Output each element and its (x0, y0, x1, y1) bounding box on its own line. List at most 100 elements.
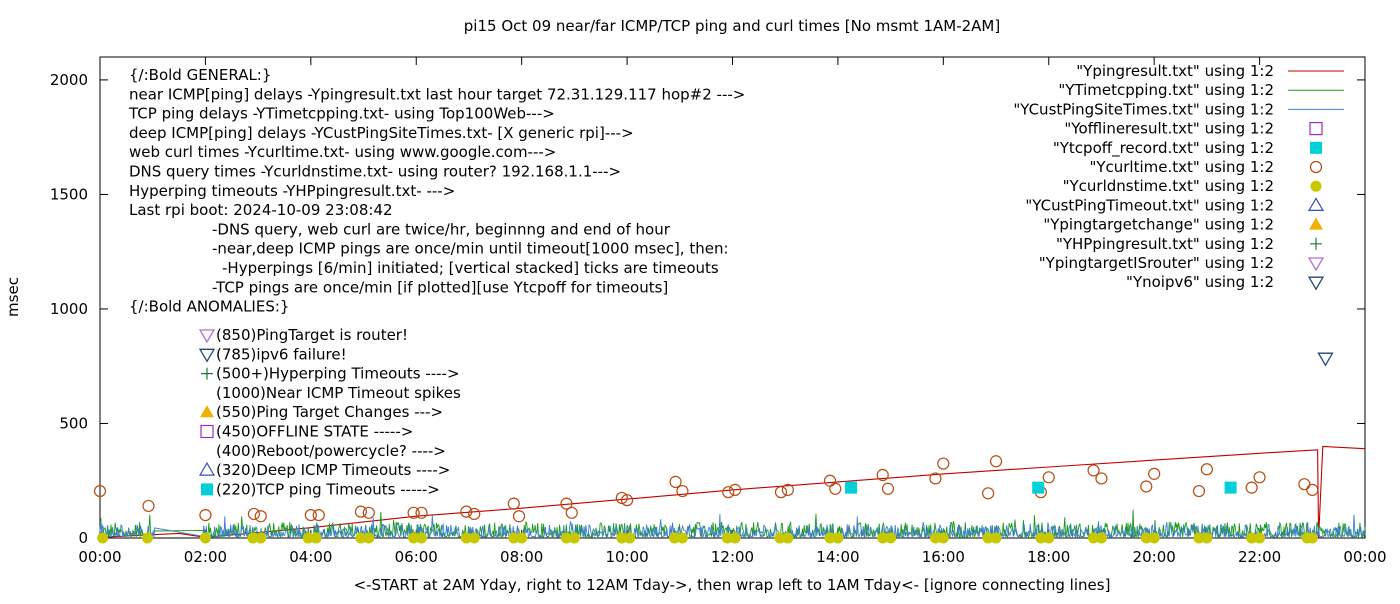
data-point-shape (302, 532, 314, 544)
annotation-line: DNS query times -Ycurldnstime.txt- using… (129, 163, 621, 181)
data-point (676, 484, 689, 498)
data-point-shape (1224, 481, 1237, 494)
annotation-line: {/:Bold GENERAL:} (129, 66, 271, 84)
annotation-line: -Hyperpings [6/min] initiated; [vertical… (222, 259, 719, 277)
data-point-shape (1088, 532, 1100, 544)
x-tick-label: 10:00 (605, 548, 648, 566)
legend-marker (1307, 276, 1325, 291)
data-point (254, 510, 267, 523)
data-point-shape (97, 532, 109, 544)
y-tick-label: 1500 (50, 185, 88, 203)
data-point (1035, 532, 1047, 544)
data-point-shape (729, 483, 742, 496)
y-tick-label: 1000 (50, 300, 88, 318)
data-point-shape (669, 532, 681, 544)
anomaly-marker (198, 461, 216, 476)
anomaly-label: (220)TCP ping Timeouts -----> (216, 480, 440, 498)
data-point-shape (468, 532, 480, 544)
legend-label: "Ynoipv6" using 1:2 (1126, 273, 1274, 291)
data-point (929, 472, 942, 485)
anomaly-marker-shape (201, 483, 213, 496)
data-point-shape (829, 482, 842, 495)
data-point (729, 483, 742, 496)
data-point (1043, 532, 1055, 544)
data-point (1200, 463, 1213, 476)
legend-label: "YHPpingresult.txt" using 1:2 (1056, 235, 1274, 253)
data-point (1095, 472, 1108, 485)
data-point (876, 468, 889, 482)
legend-marker (1307, 197, 1325, 211)
legend-marker-shape (1310, 180, 1322, 192)
legend-marker (1309, 121, 1323, 136)
data-point-shape (832, 532, 844, 544)
data-point (845, 481, 858, 494)
data-point-shape (1095, 532, 1107, 544)
legend-label: "Ytcpoff_record.txt" using 1:2 (1053, 139, 1274, 158)
x-tick-label: 14:00 (816, 548, 859, 566)
anomaly-label: (785)ipv6 failure! (216, 345, 347, 363)
data-point-shape (1148, 532, 1160, 544)
data-point-shape (568, 532, 580, 544)
data-point (669, 475, 682, 488)
data-point-shape (516, 532, 528, 544)
data-point (142, 499, 155, 513)
data-point-shape (729, 532, 741, 544)
data-point (722, 486, 735, 499)
legend-marker (1307, 257, 1325, 272)
data-point-shape (1140, 480, 1153, 493)
data-point-shape (407, 506, 420, 519)
legend-label: "Yofflineresult.txt" using 1:2 (1064, 120, 1274, 138)
data-point (460, 505, 473, 518)
data-point (363, 532, 375, 544)
data-point-shape (1201, 532, 1213, 544)
x-tick-label: 12:00 (711, 548, 754, 566)
data-point-shape (781, 483, 794, 496)
anomaly-marker-shape (198, 461, 216, 476)
data-point-shape (1245, 481, 1258, 494)
data-point-shape (142, 499, 155, 513)
data-point-shape (615, 491, 628, 505)
annotation-line: -DNS query, web curl are twice/hr, begin… (212, 220, 671, 238)
data-point (312, 508, 325, 522)
legend-marker-shape (1309, 121, 1323, 136)
x-tick-label: 08:00 (500, 548, 543, 566)
anomaly-marker (198, 329, 216, 344)
data-point (507, 497, 520, 510)
data-point (1087, 464, 1100, 477)
data-point (255, 532, 267, 544)
data-point (624, 532, 636, 544)
data-point-shape (824, 532, 836, 544)
annotation-line: -TCP pings are once/min [if plotted][use… (212, 278, 668, 296)
data-point-shape (881, 482, 895, 495)
data-point-shape (876, 468, 889, 482)
legend-marker (1310, 180, 1322, 192)
anomaly-marker-shape (200, 405, 214, 418)
data-point (1246, 532, 1258, 544)
data-point-shape (937, 457, 950, 470)
data-point-shape (362, 506, 375, 519)
data-point (560, 532, 572, 544)
legend-marker-shape (1307, 276, 1325, 291)
data-point-shape (247, 507, 261, 521)
data-point-shape (512, 510, 526, 523)
y-tick-label: 2000 (50, 71, 88, 89)
data-point (460, 532, 472, 544)
data-point-shape (93, 484, 107, 498)
data-point-shape (1192, 484, 1206, 498)
anomaly-label: (550)Ping Target Changes ---> (216, 403, 443, 421)
data-point-shape (877, 532, 889, 544)
data-point (929, 532, 941, 544)
data-point-shape (937, 532, 949, 544)
data-point-shape (982, 487, 995, 500)
x-tick-label: 16:00 (922, 548, 965, 566)
x-tick-label: 04:00 (289, 548, 332, 566)
data-point-shape (199, 532, 211, 544)
annotation-line: near ICMP[ping] delays -Ypingresult.txt … (129, 85, 745, 103)
data-point (937, 457, 950, 470)
data-point (1201, 532, 1213, 544)
data-point-shape (255, 532, 267, 544)
data-point (885, 532, 897, 544)
data-point (1193, 532, 1205, 544)
x-tick-label: 18:00 (1027, 548, 1070, 566)
data-point (93, 484, 107, 498)
